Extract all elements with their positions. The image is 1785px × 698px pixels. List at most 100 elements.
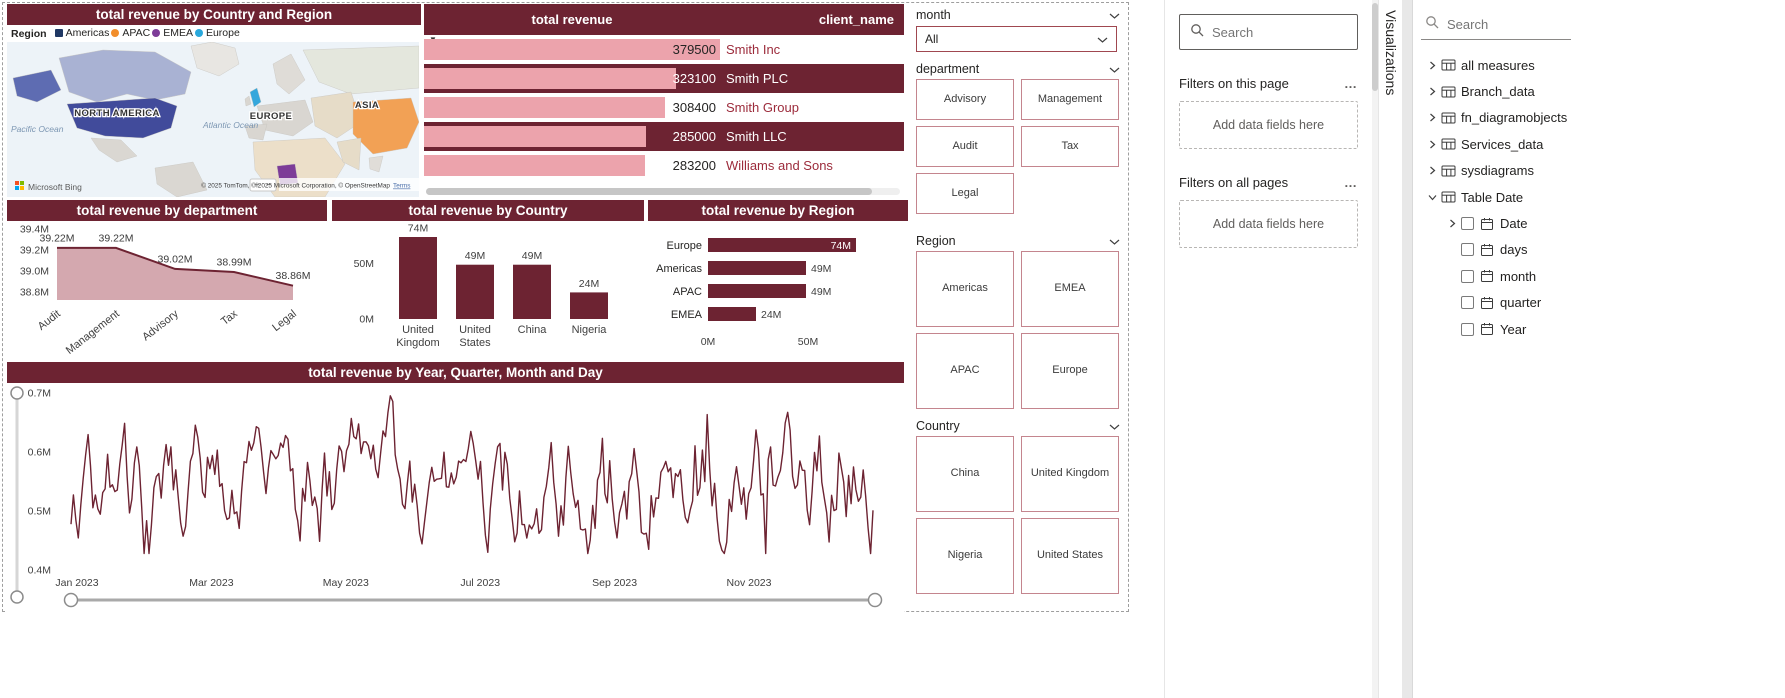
- field-item-quarter[interactable]: quarter: [1413, 290, 1785, 316]
- chevron-down-icon[interactable]: [1109, 62, 1120, 76]
- hbar-chart-visual[interactable]: total revenue by Region Europe 74M America…: [648, 200, 908, 358]
- bar-emea[interactable]: [708, 307, 756, 321]
- column-header-client-name[interactable]: client_name: [818, 12, 894, 27]
- slicer-option-management[interactable]: Management: [1021, 79, 1119, 120]
- add-data-fields-dropzone[interactable]: Add data fields here: [1179, 200, 1358, 248]
- legend-item-apac[interactable]: APAC: [111, 27, 150, 39]
- filters-section-all-pages: Filters on all pages …: [1179, 175, 1358, 190]
- chevron-right-icon[interactable]: [1423, 140, 1441, 149]
- bar-china[interactable]: [513, 264, 551, 319]
- bar-united-states[interactable]: [456, 264, 494, 319]
- area-chart-canvas[interactable]: 39.4M 39.2M 39.0M 38.8M 39.22M 39.22M 39.02M 38…: [7, 221, 327, 358]
- field-item-table-date[interactable]: Table Date: [1413, 184, 1785, 210]
- zoom-out-icon[interactable]: −: [266, 180, 272, 191]
- chevron-right-icon[interactable]: [1423, 113, 1441, 122]
- bar-chart-visual[interactable]: total revenue by Country 50M 0M 74M United K…: [332, 200, 644, 358]
- legend-item-americas[interactable]: Americas: [54, 27, 109, 39]
- chevron-down-icon[interactable]: [1109, 8, 1120, 22]
- field-label: quarter: [1500, 295, 1542, 311]
- zoom-in-icon[interactable]: +: [254, 181, 260, 192]
- map-terms-link[interactable]: Terms: [393, 183, 410, 190]
- legend-item-emea[interactable]: EMEA: [152, 27, 193, 39]
- vertical-slider-handle-top[interactable]: [10, 386, 24, 400]
- slicer-option-emea[interactable]: EMEA: [1021, 251, 1119, 327]
- map-visual[interactable]: total revenue by Country and Region Regi…: [7, 4, 421, 198]
- chevron-right-icon[interactable]: [1423, 61, 1441, 70]
- more-options-button[interactable]: …: [1344, 175, 1358, 190]
- map-region-united-states[interactable]: [66, 97, 178, 139]
- slicer-option-nigeria[interactable]: Nigeria: [916, 518, 1014, 594]
- map-region-united-kingdom[interactable]: [249, 87, 262, 108]
- field-item-date[interactable]: Date: [1413, 210, 1785, 236]
- slicer-option-advisory[interactable]: Advisory: [916, 79, 1014, 120]
- field-checkbox[interactable]: [1461, 269, 1474, 283]
- bar-americas[interactable]: [708, 261, 806, 275]
- scrollbar-thumb[interactable]: [426, 188, 872, 195]
- scrollbar-thumb[interactable]: [1372, 3, 1378, 91]
- table-row-smith-llc[interactable]: 285000 Smith LLC: [424, 122, 904, 151]
- month-dropdown[interactable]: All: [916, 26, 1117, 52]
- filters-pane-scrollbar[interactable]: [1372, 0, 1378, 698]
- visualizations-pane-collapsed[interactable]: Visualizations: [1378, 0, 1402, 698]
- filters-search[interactable]: [1179, 14, 1358, 50]
- bar-apac[interactable]: [708, 284, 806, 298]
- field-item-days[interactable]: days: [1413, 237, 1785, 263]
- slicer-option-united-kingdom[interactable]: United Kingdom: [1021, 436, 1119, 512]
- slicer-option-apac[interactable]: APAC: [916, 333, 1014, 409]
- column-header-total-revenue[interactable]: total revenue: [531, 12, 613, 27]
- field-checkbox[interactable]: [1461, 217, 1474, 231]
- bar-nigeria[interactable]: [570, 292, 608, 319]
- filters-search-input[interactable]: [1212, 24, 1347, 40]
- field-item-fn-diagramobjects[interactable]: fn_diagramobjects: [1413, 105, 1785, 131]
- line-series[interactable]: [70, 395, 874, 555]
- hbar-chart-canvas[interactable]: Europe 74M Americas 49M APAC 49M EMEA 24M 0M 50M: [648, 221, 908, 358]
- table-visual[interactable]: total revenue client_name ▼ 379500 Smith…: [424, 4, 904, 198]
- slicer-option-china[interactable]: China: [916, 436, 1014, 512]
- table-row-smith-plc[interactable]: 323100 Smith PLC: [424, 64, 904, 93]
- field-item-month[interactable]: month: [1413, 263, 1785, 289]
- slicer-option-americas[interactable]: Americas: [916, 251, 1014, 327]
- bar-chart-canvas[interactable]: 50M0M74MUnitedKingdom49MUnitedStates49MC…: [332, 221, 644, 358]
- line-chart-canvas[interactable]: 0.7M 0.6M 0.5M 0.4M Jan 2023 Mar 2023 May 2023…: [7, 383, 904, 611]
- fields-search-input[interactable]: [1447, 17, 1567, 32]
- area-line: [57, 246, 294, 287]
- more-options-button[interactable]: …: [1344, 76, 1358, 91]
- field-item-sysdiagrams[interactable]: sysdiagrams: [1413, 158, 1785, 184]
- field-item-year[interactable]: Year: [1413, 316, 1785, 342]
- field-item-services-data[interactable]: Services_data: [1413, 131, 1785, 157]
- field-checkbox[interactable]: [1461, 296, 1474, 310]
- table-row-smith-group[interactable]: 308400 Smith Group: [424, 93, 904, 122]
- chevron-right-icon[interactable]: [1423, 166, 1441, 175]
- table-horizontal-scrollbar[interactable]: [426, 188, 900, 195]
- map-canvas[interactable]: NORTH AMERICA EUROPE ASIA Pacific Ocean …: [7, 41, 420, 198]
- chevron-right-icon[interactable]: [1423, 87, 1441, 96]
- map-region-china[interactable]: [352, 97, 420, 155]
- chevron-down-icon[interactable]: [1109, 419, 1120, 433]
- chevron-down-icon[interactable]: [1423, 193, 1441, 202]
- line-chart-visual[interactable]: total revenue by Year, Quarter, Month an…: [7, 362, 904, 612]
- add-data-fields-dropzone[interactable]: Add data fields here: [1179, 101, 1358, 149]
- bar-united-kingdom[interactable]: [399, 237, 437, 319]
- slicer-option-audit[interactable]: Audit: [916, 126, 1014, 167]
- legend-item-europe[interactable]: Europe: [194, 27, 240, 39]
- horizontal-slider-handle-right[interactable]: [867, 592, 883, 608]
- vertical-slider-handle-bottom[interactable]: [10, 590, 24, 604]
- area-chart-visual[interactable]: total revenue by department 39.4M 39.2M 39…: [7, 200, 327, 358]
- chevron-right-icon[interactable]: [1443, 219, 1461, 228]
- slicer-option-europe[interactable]: Europe: [1021, 333, 1119, 409]
- chevron-down-icon[interactable]: [1109, 234, 1120, 248]
- field-checkbox[interactable]: [1461, 243, 1474, 257]
- table-row-smith-inc[interactable]: 379500 Smith Inc: [424, 35, 904, 64]
- slicer-option-united-states[interactable]: United States: [1021, 518, 1119, 594]
- field-item-branch-data[interactable]: Branch_data: [1413, 78, 1785, 104]
- area-fill[interactable]: [57, 247, 293, 300]
- slicer-option-tax[interactable]: Tax: [1021, 126, 1119, 167]
- field-label: Services_data: [1461, 136, 1544, 152]
- bar-europe[interactable]: [708, 238, 856, 252]
- field-checkbox[interactable]: [1461, 322, 1474, 336]
- table-row-williams-and-sons[interactable]: 283200 Williams and Sons: [424, 151, 904, 180]
- fields-search[interactable]: [1421, 10, 1571, 40]
- horizontal-slider-handle-left[interactable]: [63, 592, 79, 608]
- field-item-all-measures[interactable]: all measures: [1413, 52, 1785, 78]
- slicer-option-legal[interactable]: Legal: [916, 173, 1014, 214]
